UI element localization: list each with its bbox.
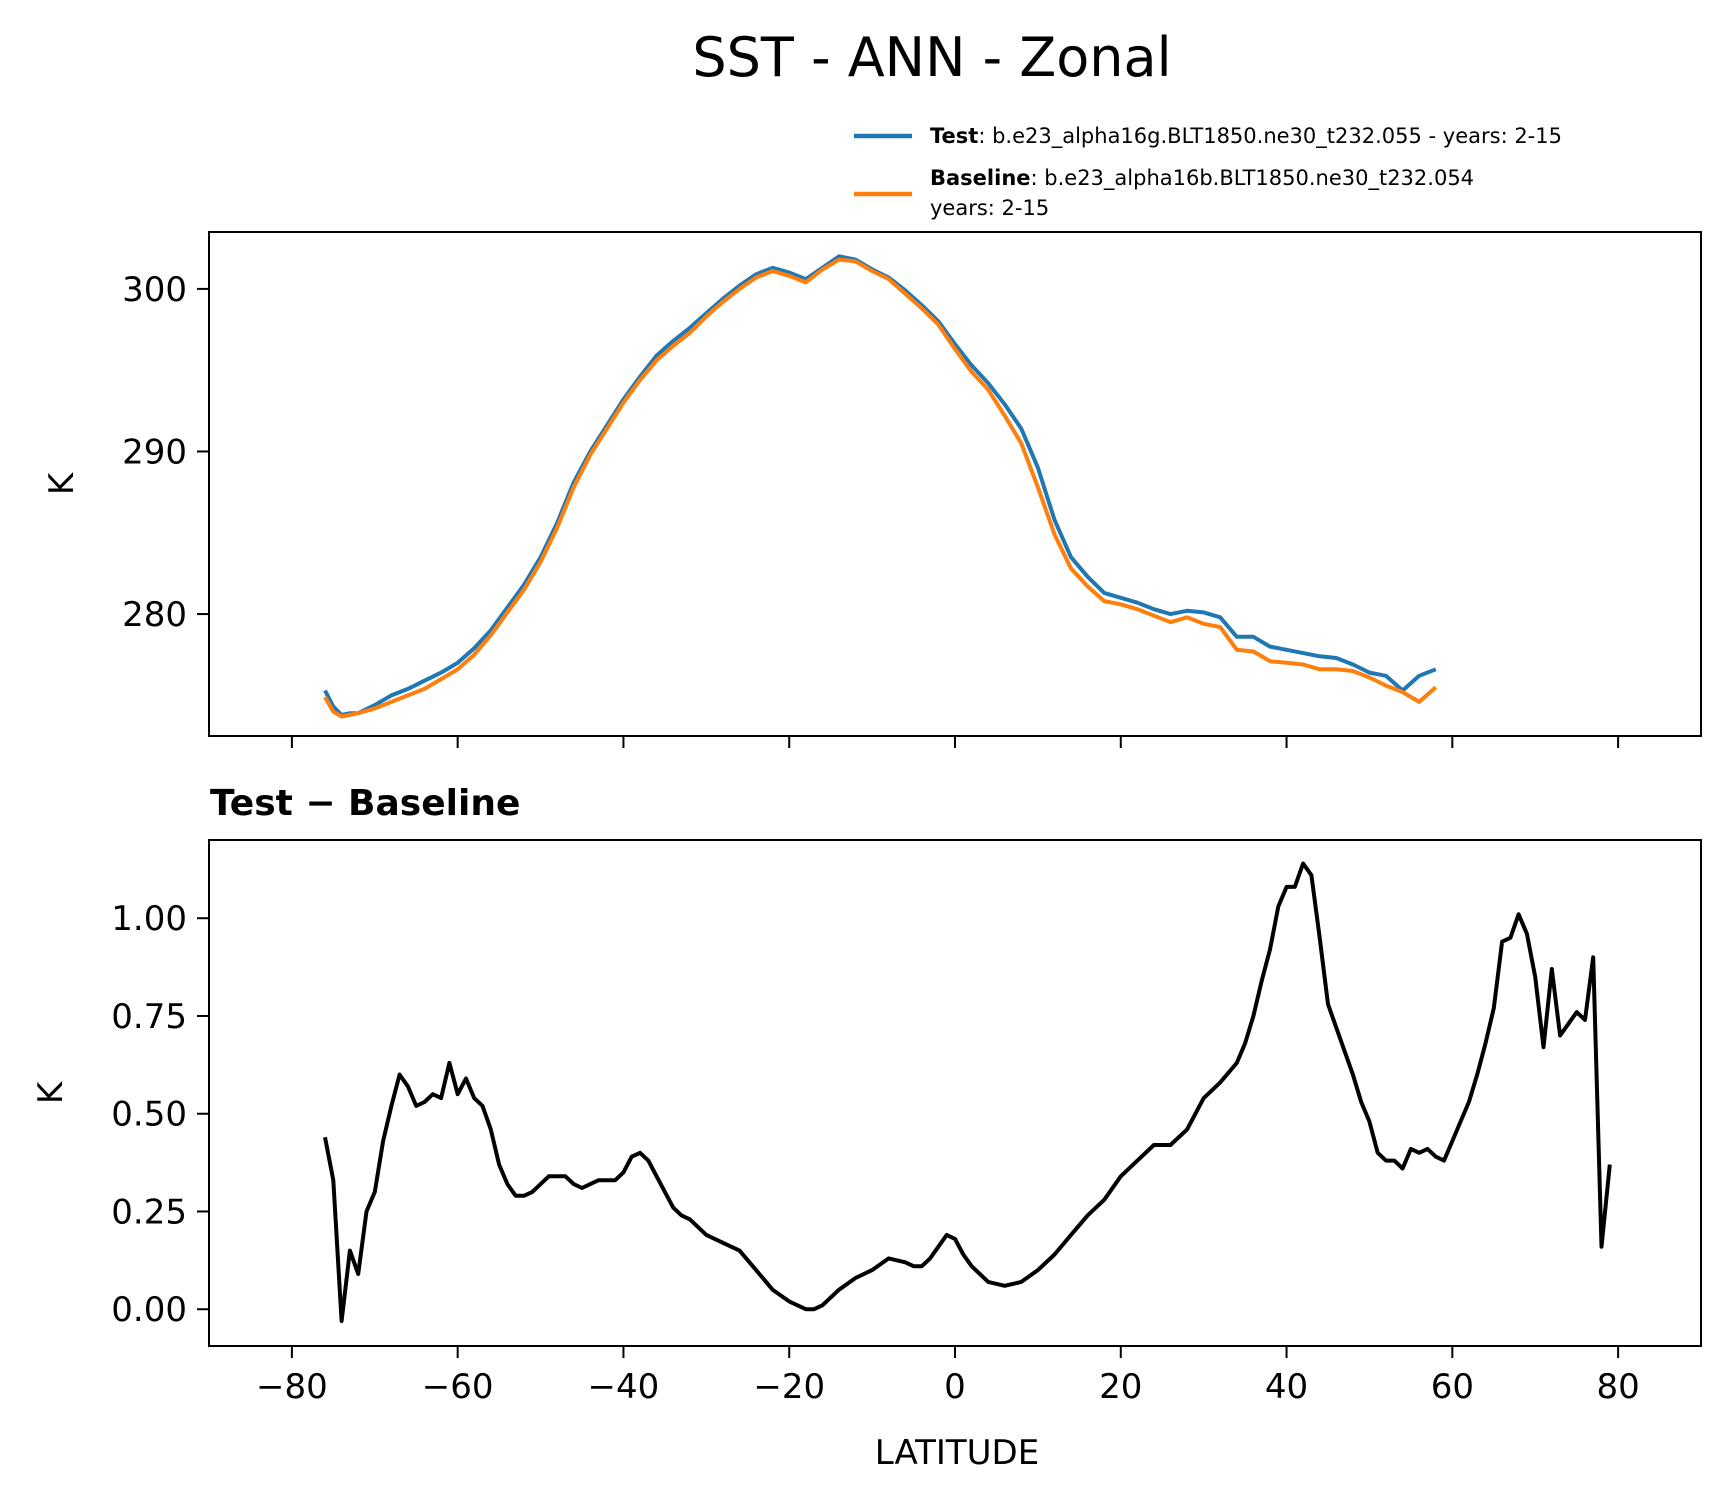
- y-tick-label: 0.25: [111, 1192, 187, 1232]
- y-tick-label: 300: [122, 270, 187, 310]
- x-tick-label: −80: [256, 1367, 328, 1407]
- legend-baseline-desc: : b.e23_alpha16b.BLT1850.ne30_t232.054: [1031, 166, 1475, 191]
- series-lines-bottom: [323, 861, 1612, 1323]
- x-tick-label: 0: [944, 1367, 966, 1407]
- series-line-test: [323, 254, 1437, 717]
- legend-entry-baseline: Baseline: b.e23_alpha16b.BLT1850.ne30_t2…: [930, 166, 1474, 191]
- y-tick-label: 1.00: [111, 899, 187, 939]
- legend-test-desc: : b.e23_alpha16g.BLT1850.ne30_t232.055 -…: [978, 124, 1562, 149]
- legend-baseline-name: Baseline: [930, 166, 1031, 190]
- panel-sst-zonal: 280 290 300 K: [42, 231, 1702, 748]
- legend-baseline-years: years: 2-15: [930, 196, 1049, 220]
- x-tick-label: 80: [1596, 1367, 1639, 1407]
- legend-entry-test: Test: b.e23_alpha16g.BLT1850.ne30_t232.0…: [930, 124, 1562, 149]
- y-ticks-top: 280 290 300: [122, 270, 209, 635]
- series-line-baseline: [323, 257, 1438, 719]
- y-tick-label: 0.75: [111, 997, 187, 1037]
- series-lines-top: [323, 254, 1438, 719]
- y-axis-label-top: K: [42, 471, 82, 495]
- legend-test-name: Test: [930, 124, 978, 148]
- x-ticks-top: [290, 736, 1620, 748]
- y-tick-label: 0.50: [111, 1095, 187, 1135]
- y-tick-label: 290: [122, 432, 187, 472]
- x-tick-label: 40: [1265, 1367, 1308, 1407]
- x-tick-label: −40: [588, 1367, 660, 1407]
- y-axis-label-bottom: K: [31, 1080, 71, 1104]
- x-tick-label: −20: [753, 1367, 825, 1407]
- x-tick-label: 20: [1099, 1367, 1142, 1407]
- x-tick-label: 60: [1431, 1367, 1474, 1407]
- y-tick-label: 280: [122, 595, 187, 635]
- x-axis-label: LATITUDE: [875, 1433, 1039, 1473]
- legend: Test: b.e23_alpha16g.BLT1850.ne30_t232.0…: [854, 124, 1562, 220]
- y-ticks-bottom: 0.00 0.25 0.50 0.75 1.00: [111, 899, 209, 1330]
- series-line-test-baseline: [323, 861, 1612, 1323]
- y-tick-label: 0.00: [111, 1290, 187, 1330]
- x-ticks-bottom: −80 −60 −40 −20 0 20 40 60 80: [256, 1346, 1640, 1407]
- figure-title: SST - ANN - Zonal: [692, 26, 1171, 89]
- panel-difference: Test − Baseline 0.00 0.25 0.50 0.75 1.00 −80…: [31, 783, 1702, 1473]
- panel-subtitle: Test − Baseline: [210, 783, 520, 824]
- plot-frame-top: [208, 231, 1702, 737]
- x-tick-label: −60: [422, 1367, 494, 1407]
